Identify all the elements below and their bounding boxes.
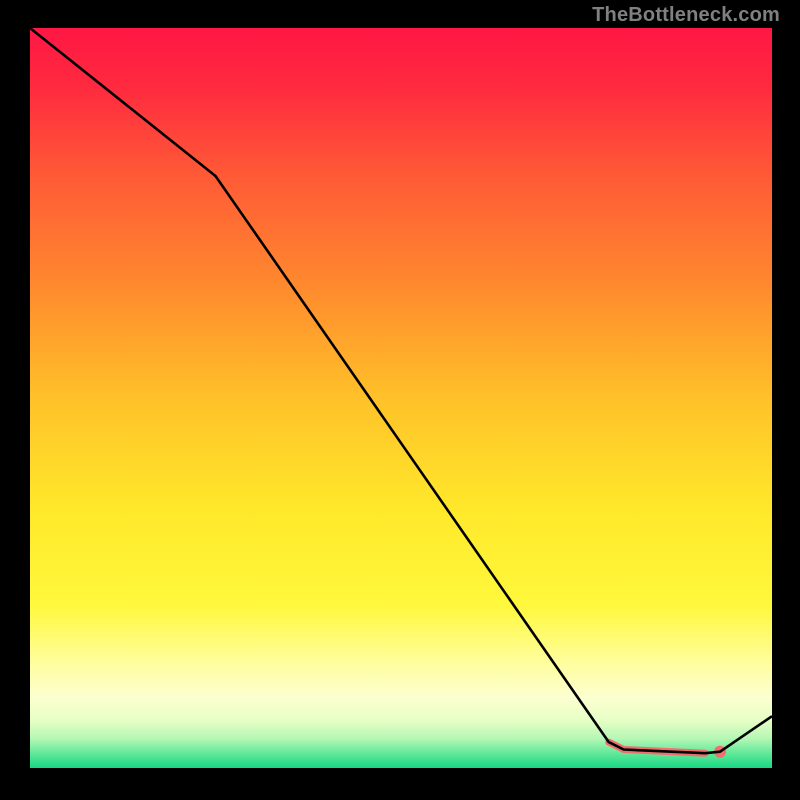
gradient-background (30, 28, 772, 768)
chart-container: TheBottleneck.com (0, 0, 800, 800)
plot-area (30, 28, 772, 768)
watermark-text: TheBottleneck.com (592, 4, 780, 27)
plot-svg (30, 28, 772, 768)
